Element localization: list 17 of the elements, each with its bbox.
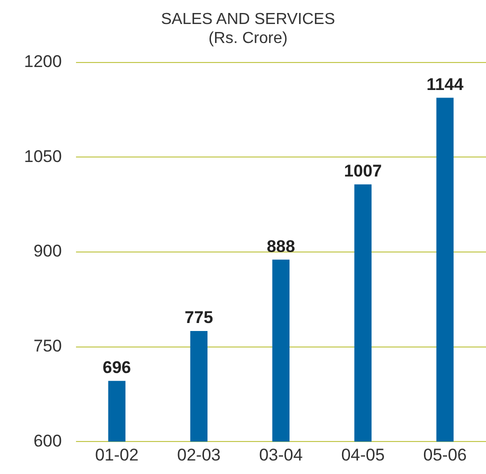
data-label: 775 [184,308,214,328]
x-tick-label: 02-03 [177,445,221,464]
chart-subtitle: (Rs. Crore) [208,30,288,48]
data-label: 888 [266,236,296,256]
y-tick-label: 1050 [24,146,62,166]
y-tick-label: 1200 [24,52,62,72]
chart-title: SALES AND SERVICES [161,11,335,28]
data-label: 1144 [426,74,464,94]
x-tick-label: 03-04 [259,445,303,464]
data-label: 1007 [344,162,382,181]
y-tick-label: 750 [33,336,62,356]
x-tick-label: 05-06 [423,445,467,464]
y-tick-label: 900 [33,242,62,261]
data-label: 696 [102,358,132,378]
x-tick-label: 01-02 [95,445,139,464]
x-tick-label: 04-05 [341,445,385,464]
y-tick-label: 600 [33,431,62,450]
